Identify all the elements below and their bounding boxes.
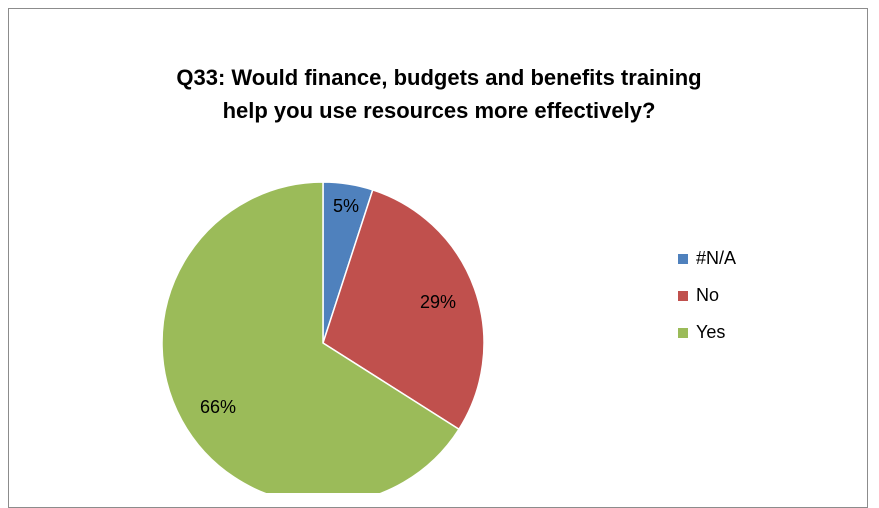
legend-item-na: #N/A	[678, 240, 736, 277]
legend-label-yes: Yes	[696, 322, 726, 342]
legend-swatch-no	[678, 290, 688, 301]
legend-label-no: No	[696, 285, 720, 305]
legend-label-na: #N/A	[696, 248, 737, 268]
data-label-na: 5%	[333, 196, 359, 216]
pie-chart: 5% 29% 66%	[161, 181, 485, 493]
data-label-no: 29%	[420, 292, 456, 312]
chart-title-line-2: help you use resources more effectively?	[222, 98, 656, 123]
pie-slice-no	[322, 188, 485, 431]
data-label-yes: 66%	[200, 397, 236, 417]
chart-title-line-1: Q33: Would finance, budgets and benefits…	[176, 65, 702, 90]
legend-swatch-na	[678, 253, 688, 264]
legend-item-yes: Yes	[678, 314, 736, 351]
legend-item-no: No	[678, 277, 736, 314]
legend: #N/A No Yes	[678, 240, 736, 351]
pie-slice-yes	[161, 181, 460, 493]
chart-title: Q33: Would finance, budgets and benefits…	[9, 61, 869, 127]
legend-swatch-yes	[678, 327, 688, 338]
